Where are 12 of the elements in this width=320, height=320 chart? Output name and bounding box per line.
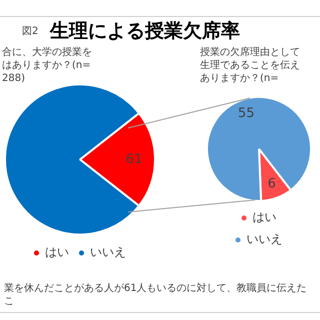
legend-label: はい	[252, 210, 276, 224]
chart-title: 生理による授業欠席率	[50, 19, 240, 44]
chart-subtitle: 合に、大学の授業をはありますか？(n=288)	[2, 46, 93, 85]
legend-label: いいえ	[90, 245, 126, 260]
legend-label: いいえ	[246, 232, 282, 246]
data-label: 6	[268, 176, 276, 192]
data-label: 61	[126, 152, 142, 167]
legend-label: はい	[45, 245, 69, 260]
text: 業を休んだことがある人が61人もいるのに対して、教職員に伝えたこ	[4, 282, 308, 308]
caption: 図2	[22, 25, 38, 38]
chart-subtitle: 授業の欠席理由として生理であることを伝えありますか？(n=	[200, 46, 301, 85]
data-label: 55	[238, 106, 254, 122]
